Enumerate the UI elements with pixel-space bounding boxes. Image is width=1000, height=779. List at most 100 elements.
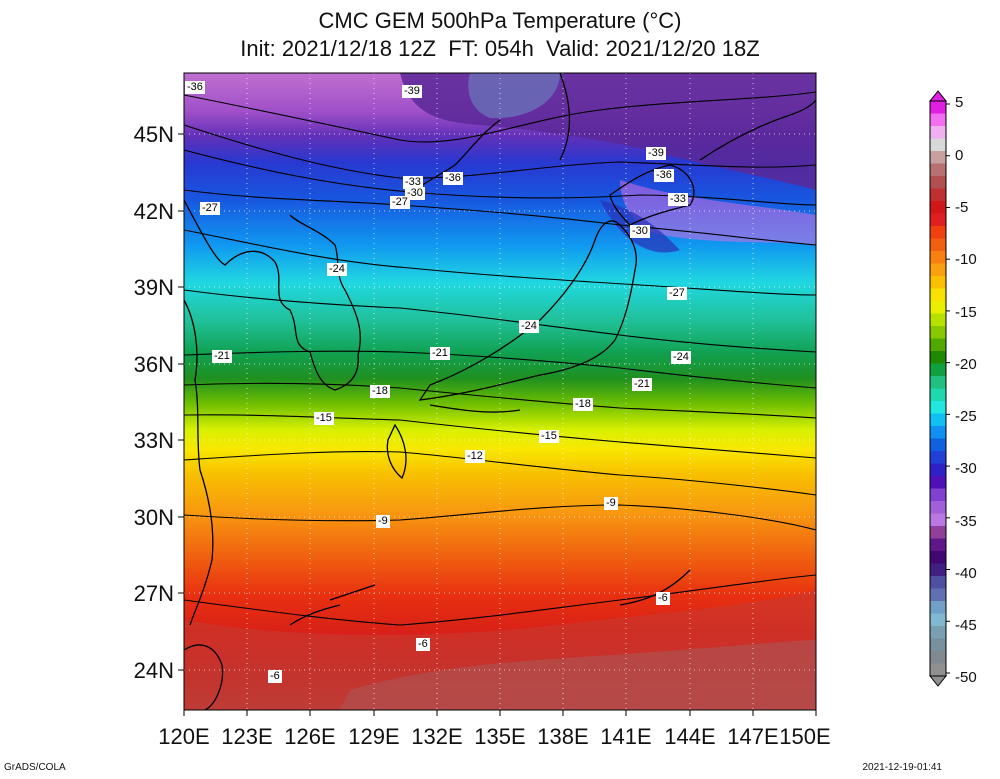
- colorbar-label: -20: [955, 356, 977, 373]
- lon-label-120e: 120E: [158, 724, 210, 749]
- footer-right: 2021-12-19-01:41: [862, 762, 942, 773]
- map-title-line1: CMC GEM 500hPa Temperature (°C): [318, 8, 682, 33]
- colorbar-swatch: [930, 626, 946, 639]
- colorbar-swatch: [930, 401, 946, 414]
- colorbar-label: 0: [955, 147, 964, 164]
- footer-left: GrADS/COLA: [4, 762, 66, 773]
- colorbar-label: -30: [955, 460, 977, 477]
- colorbar-swatch: [930, 651, 946, 664]
- colorbar-label: -25: [955, 408, 977, 425]
- colorbar-swatch: [930, 101, 946, 114]
- lon-label-129e: 129E: [348, 724, 400, 749]
- colorbar-swatch: [930, 613, 946, 627]
- contour-label: -30: [630, 225, 650, 238]
- contour-label: -36: [443, 172, 463, 185]
- lon-label-141e: 141E: [600, 724, 652, 749]
- colorbar-swatch: [930, 438, 946, 452]
- colorbar-swatch: [930, 601, 946, 614]
- colorbar-swatch: [930, 113, 946, 127]
- lon-label-132e: 132E: [411, 724, 463, 749]
- map-title-line2: Init: 2021/12/18 12Z FT: 054h Valid: 202…: [240, 36, 760, 61]
- contour-label: -39: [402, 85, 422, 98]
- colorbar: [928, 90, 950, 687]
- colorbar-frame: [929, 100, 947, 677]
- lat-label-39n: 39N: [133, 275, 174, 300]
- colorbar-swatch: [930, 363, 946, 377]
- contour-label: -6: [268, 670, 282, 683]
- colorbar-swatch: [930, 638, 946, 652]
- lon-label-150e: 150E: [779, 724, 831, 749]
- colorbar-swatch: [930, 488, 946, 502]
- colorbar-swatch: [930, 288, 946, 302]
- colorbar-max-arrow: [928, 90, 948, 102]
- contour-label: -21: [430, 347, 450, 360]
- contour-label: -6: [416, 638, 430, 651]
- colorbar-swatch: [930, 426, 946, 439]
- colorbar-swatch: [930, 663, 946, 677]
- contour-label: -30: [405, 187, 425, 200]
- colorbar-swatch: [930, 451, 946, 464]
- contour-label: -39: [646, 147, 666, 160]
- colorbar-swatch: [930, 588, 946, 602]
- contour-label: -36: [654, 169, 674, 182]
- colorbar-swatch: [930, 476, 946, 489]
- colorbar-swatch: [930, 251, 946, 264]
- lon-label-144e: 144E: [664, 724, 716, 749]
- contour-label: -12: [465, 450, 485, 463]
- contour-label: -24: [671, 351, 691, 364]
- colorbar-swatch: [930, 501, 946, 514]
- colorbar-label: -15: [955, 304, 977, 321]
- colorbar-swatch: [930, 276, 946, 289]
- lat-label-45n: 45N: [133, 122, 174, 147]
- contour-label: -27: [200, 202, 220, 215]
- colorbar-swatch: [930, 338, 946, 352]
- lon-label-147e: 147E: [727, 724, 779, 749]
- colorbar-swatch: [930, 301, 946, 314]
- colorbar-label: -40: [955, 565, 977, 582]
- contour-label: -27: [667, 287, 687, 300]
- lat-label-42n: 42N: [133, 199, 174, 224]
- lon-label-123e: 123E: [221, 724, 273, 749]
- colorbar-swatch: [930, 263, 946, 277]
- colorbar-swatch: [930, 513, 946, 527]
- colorbar-swatch: [930, 226, 946, 239]
- contour-label: -18: [370, 385, 390, 398]
- contour-label: -24: [327, 263, 347, 276]
- colorbar-label: -5: [955, 199, 969, 216]
- colorbar-label: 5: [955, 94, 964, 111]
- colorbar-swatch: [930, 138, 946, 152]
- contour-label: -6: [656, 592, 670, 605]
- colorbar-swatch: [930, 538, 946, 552]
- contour-label: -15: [539, 430, 559, 443]
- colorbar-swatch: [930, 526, 946, 539]
- colorbar-swatch: [930, 176, 946, 189]
- colorbar-swatch: [930, 563, 946, 577]
- contour-label: -21: [632, 378, 652, 391]
- colorbar-min-arrow: [928, 675, 948, 687]
- lon-label-135e: 135E: [474, 724, 526, 749]
- colorbar-swatch: [930, 413, 946, 427]
- contour-label: -24: [519, 320, 539, 333]
- colorbar-swatch: [930, 201, 946, 214]
- colorbar-swatch: [930, 326, 946, 339]
- lat-label-33n: 33N: [133, 428, 174, 453]
- contour-label: -9: [376, 515, 390, 528]
- colorbar-swatch: [930, 351, 946, 364]
- contour-label: -27: [390, 196, 410, 209]
- lon-label-138e: 138E: [537, 724, 589, 749]
- colorbar-swatch: [930, 213, 946, 227]
- colorbar-swatch: [930, 388, 946, 402]
- contour-label: -18: [573, 398, 593, 411]
- colorbar-label: -45: [955, 617, 977, 634]
- contour-label: -33: [403, 176, 423, 189]
- contour-label: -21: [212, 350, 232, 363]
- contour-label: -33: [668, 193, 688, 206]
- contour-label: -9: [604, 497, 618, 510]
- lat-label-27n: 27N: [133, 581, 174, 606]
- colorbar-swatch: [930, 238, 946, 252]
- colorbar-label: -10: [955, 251, 977, 268]
- contour-label: -36: [185, 81, 205, 94]
- lon-label-126e: 126E: [284, 724, 336, 749]
- colorbar-swatch: [930, 151, 946, 164]
